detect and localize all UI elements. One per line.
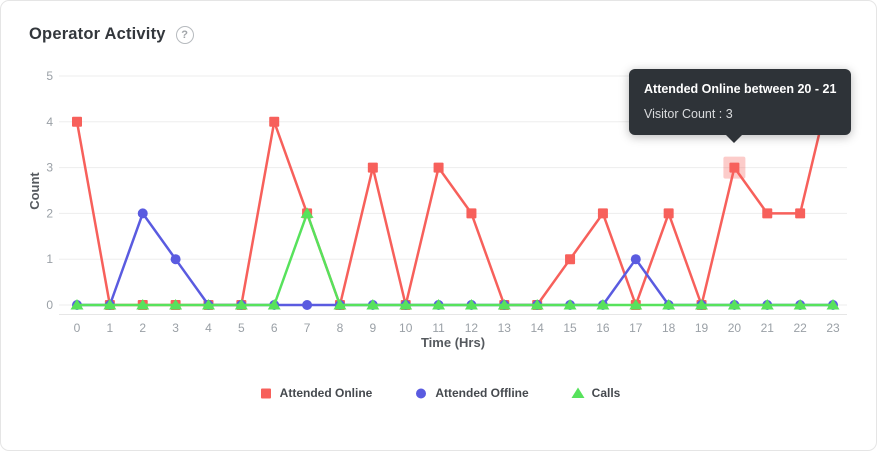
x-tick-label: 15 [563,321,577,335]
x-tick-label: 3 [172,321,179,335]
x-axis-title: Time (Hrs) [421,335,485,350]
x-tick-label: 2 [139,321,146,335]
x-tick-label: 8 [337,321,344,335]
y-tick-label: 5 [46,69,53,83]
data-point-marker[interactable] [729,162,740,173]
y-tick-label: 4 [46,115,53,129]
data-point-marker[interactable] [333,299,347,310]
legend-label: Attended Online [279,386,373,400]
x-tick-label: 19 [695,321,709,335]
data-point-marker[interactable] [795,208,806,219]
data-point-marker[interactable] [826,299,840,310]
data-point-marker[interactable] [260,388,271,398]
data-point-marker[interactable] [596,299,610,310]
data-point-marker[interactable] [727,299,741,310]
legend-item-attended-offline[interactable]: Attended Offline [414,386,529,400]
x-tick-label: 6 [271,321,278,335]
card-header: Operator Activity ? [29,25,194,44]
data-point-marker[interactable] [136,299,150,310]
x-tick-label: 11 [432,321,445,335]
x-tick-label: 4 [205,321,212,335]
data-point-marker[interactable] [629,299,643,310]
y-axis-title: Count [27,172,42,210]
data-point-marker[interactable] [793,299,807,310]
x-tick-label: 7 [304,321,311,335]
data-point-marker[interactable] [416,388,427,398]
help-icon[interactable]: ? [175,25,194,44]
data-point-marker[interactable] [302,300,313,310]
tooltip-body: Visitor Count : 3 [644,107,733,121]
data-point-marker[interactable] [137,208,148,219]
data-point-marker[interactable] [563,299,577,310]
x-tick-label: 23 [826,321,840,335]
x-tick-label: 5 [238,321,245,335]
data-point-marker[interactable] [630,254,641,265]
square-legend-marker-icon [260,388,271,398]
x-tick-label: 17 [629,321,643,335]
x-tick-label: 12 [465,321,479,335]
data-point-marker[interactable] [597,208,608,219]
data-point-marker[interactable] [571,387,585,398]
chart-tooltip: Attended Online between 20 - 21 Visitor … [629,69,852,143]
tooltip-arrow-icon [726,135,742,143]
data-point-marker[interactable] [367,162,378,173]
y-tick-label: 1 [46,252,53,266]
x-tick-label: 0 [74,321,81,335]
legend-label: Calls [591,386,621,400]
x-tick-label: 13 [498,321,512,335]
data-point-marker[interactable] [433,162,444,173]
data-point-marker[interactable] [269,116,280,127]
legend-item-calls[interactable]: Calls [571,386,621,400]
chart-legend: Attended Online Attended Offline Calls [1,386,876,400]
series-line-calls[interactable] [75,212,835,307]
data-point-marker[interactable] [300,207,314,218]
data-point-marker[interactable] [399,299,413,310]
data-point-marker[interactable] [695,299,709,310]
legend-item-attended-online[interactable]: Attended Online [259,386,373,400]
y-tick-label: 2 [46,206,53,220]
x-tick-label: 20 [728,321,742,335]
data-point-marker[interactable] [103,299,117,310]
data-point-marker[interactable] [70,299,84,310]
data-point-marker[interactable] [530,299,544,310]
x-tick-label: 10 [399,321,413,335]
x-tick-label: 1 [107,321,114,335]
x-tick-label: 9 [369,321,376,335]
series-calls [70,207,840,310]
x-tick-label: 22 [793,321,807,335]
triangle-legend-marker-icon [571,387,585,398]
tooltip-title: Attended Online between 20 - 21 [644,82,837,96]
data-point-marker[interactable] [432,299,446,310]
data-point-marker[interactable] [466,208,477,219]
legend-label: Attended Offline [435,386,529,400]
x-tick-label: 16 [596,321,610,335]
data-point-marker[interactable] [662,299,676,310]
circle-legend-marker-icon [416,388,427,398]
x-tick-label: 14 [531,321,545,335]
data-point-marker[interactable] [170,254,181,265]
data-point-marker[interactable] [762,208,773,219]
data-point-marker[interactable] [760,299,774,310]
data-point-marker[interactable] [366,299,380,310]
x-tick-label: 21 [761,321,775,335]
data-point-marker[interactable] [201,299,215,310]
data-point-marker[interactable] [565,254,576,265]
data-point-marker[interactable] [267,299,281,310]
y-tick-label: 3 [46,161,53,175]
page-title: Operator Activity [29,25,166,43]
data-point-marker[interactable] [663,208,674,219]
data-point-marker[interactable] [234,299,248,310]
data-point-marker[interactable] [497,299,511,310]
y-tick-label: 0 [46,298,53,312]
data-point-marker[interactable] [464,299,478,310]
data-point-marker[interactable] [169,299,183,310]
data-point-marker[interactable] [72,116,82,127]
x-tick-label: 18 [662,321,676,335]
